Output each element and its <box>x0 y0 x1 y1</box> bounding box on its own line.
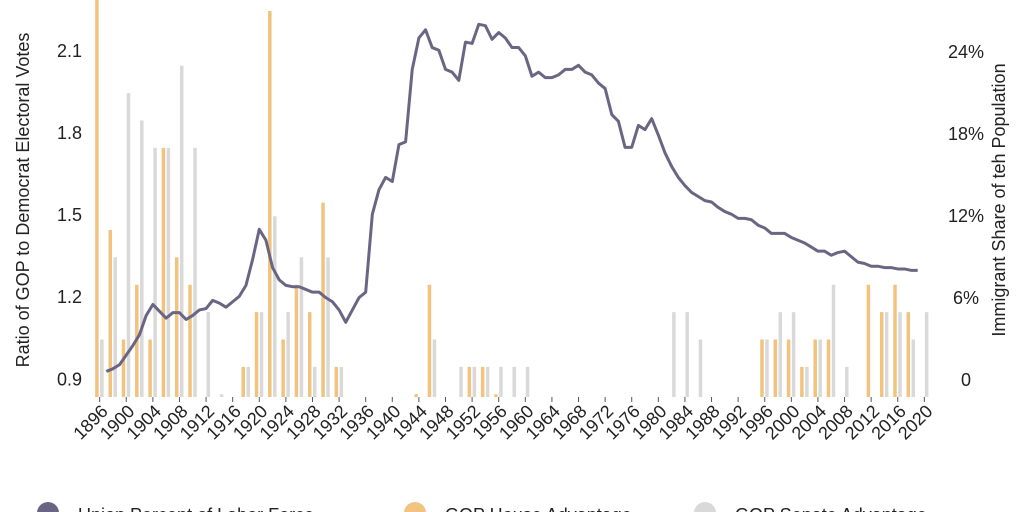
y2-tick-label: 0 <box>961 370 971 390</box>
bar <box>174 257 179 397</box>
bar <box>866 284 871 397</box>
bar <box>911 339 916 397</box>
bar <box>773 339 778 397</box>
bar <box>148 339 152 397</box>
bar <box>294 284 299 397</box>
bar <box>121 339 126 397</box>
bar <box>339 366 344 397</box>
y2-tick-label: 12% <box>948 206 984 226</box>
bar <box>254 312 259 397</box>
bar <box>188 284 192 397</box>
bar <box>179 65 184 398</box>
bar <box>286 312 290 397</box>
bar <box>153 147 157 397</box>
bar <box>281 339 285 397</box>
y2-tick-label: 6% <box>953 288 979 308</box>
bar <box>480 366 485 397</box>
legend-label: Union Percent of Labor Force <box>78 505 314 512</box>
bar <box>791 312 796 397</box>
bar <box>126 93 131 397</box>
legend-label: GOP Senate Advantage <box>735 505 927 512</box>
legend-swatch <box>404 502 426 512</box>
bar <box>845 366 849 397</box>
bar <box>321 202 325 397</box>
bar <box>485 366 490 397</box>
bar <box>906 312 911 397</box>
bar <box>898 312 902 397</box>
legend-label: GOP House Advantage <box>445 505 632 512</box>
bar <box>813 339 817 397</box>
bar <box>512 366 517 397</box>
bar <box>166 147 171 397</box>
bar <box>698 339 703 397</box>
bar <box>893 284 897 397</box>
bar <box>884 312 889 397</box>
bar <box>432 339 437 397</box>
y2-axis-title: Immigrant Share of teh Population <box>989 63 1009 336</box>
bar <box>831 284 836 397</box>
bar <box>800 366 804 397</box>
bar <box>312 366 317 397</box>
bar <box>108 229 112 397</box>
bar <box>206 312 211 397</box>
y-tick-label: 0.9 <box>57 369 82 389</box>
bar <box>805 366 809 397</box>
y-tick-label: 1.8 <box>57 123 82 143</box>
bar <box>241 366 245 397</box>
bar <box>140 120 144 397</box>
bar <box>259 312 264 397</box>
bar <box>307 312 312 397</box>
bar <box>95 0 99 397</box>
bar <box>760 339 764 397</box>
y2-tick-label: 18% <box>948 124 984 144</box>
legend-swatch <box>37 502 59 512</box>
bar <box>268 10 272 398</box>
bar <box>299 257 304 397</box>
bar <box>459 366 463 397</box>
bar <box>161 147 166 397</box>
bar <box>494 394 498 397</box>
bar <box>672 312 676 397</box>
bar <box>525 366 530 397</box>
bar <box>924 312 929 397</box>
bar <box>246 366 250 397</box>
y2-tick-label: 24% <box>948 42 984 62</box>
legend-swatch <box>694 502 716 512</box>
bar <box>818 339 822 397</box>
y-axis-title: Ratio of GOP to Democrat Electoral Votes <box>13 33 33 368</box>
bar <box>826 339 831 397</box>
y-tick-label: 1.5 <box>57 205 82 225</box>
bar <box>326 257 330 397</box>
bar <box>219 394 224 397</box>
bar <box>193 147 197 397</box>
y-tick-label: 1.2 <box>57 287 82 307</box>
bar <box>778 312 783 397</box>
bar <box>334 366 339 397</box>
bar <box>499 366 503 397</box>
bar <box>100 339 104 397</box>
bar <box>113 257 117 397</box>
bar <box>273 216 277 397</box>
bar <box>765 339 769 397</box>
bar <box>879 312 884 397</box>
y-tick-label: 2.1 <box>57 41 82 61</box>
bar <box>467 366 472 397</box>
bar <box>786 339 791 397</box>
bar <box>427 284 432 397</box>
bar <box>472 366 477 397</box>
bar <box>414 394 418 397</box>
line <box>105 22 918 373</box>
bar <box>685 312 689 397</box>
